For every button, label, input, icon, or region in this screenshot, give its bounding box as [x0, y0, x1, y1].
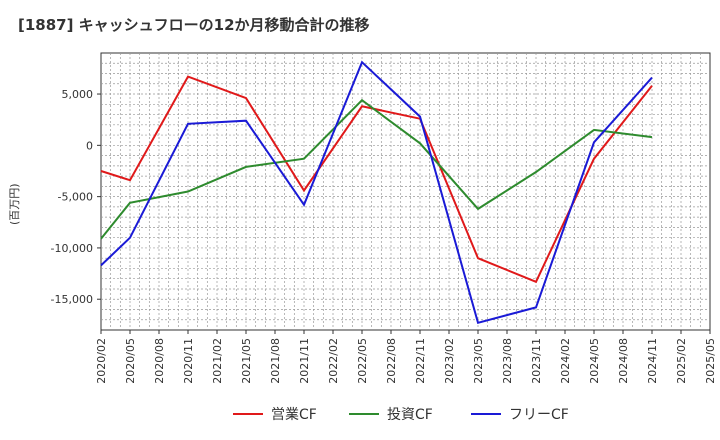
legend-label-2: 投資CF	[387, 407, 433, 423]
x-tick-label: 2023/05	[472, 338, 485, 384]
y-tick-label: -15,000	[51, 293, 93, 306]
y-tick-label: 0	[86, 139, 93, 152]
legend-label-3: フリーCF	[509, 407, 569, 423]
x-tick-label: 2025/02	[675, 338, 688, 384]
x-tick-label: 2022/11	[414, 338, 427, 384]
x-tick-label: 2022/08	[385, 338, 398, 384]
x-tick-label: 2024/08	[617, 338, 630, 384]
x-tick-label: 2021/08	[269, 338, 282, 384]
x-tick-label: 2025/05	[704, 338, 717, 384]
x-tick-label: 2024/02	[559, 338, 572, 384]
series-line-2	[100, 98, 653, 240]
x-tick-label: 2020/11	[182, 338, 195, 384]
x-tick-label: 2021/05	[240, 338, 253, 384]
x-tick-label: 2022/05	[356, 338, 369, 384]
x-tick-label: 2021/02	[211, 338, 224, 384]
chart-title: [1887] キャッシュフローの12か月移動合計の推移	[18, 16, 370, 34]
x-tick-label: 2023/08	[501, 338, 514, 384]
x-tick-label: 2021/11	[298, 338, 311, 384]
x-tick-label: 2024/11	[646, 338, 659, 384]
series-line-3	[100, 60, 653, 325]
series-line-1	[100, 75, 653, 284]
x-tick-label: 2020/08	[153, 338, 166, 384]
plot-area	[100, 52, 711, 331]
x-tick-label: 2020/02	[95, 338, 108, 384]
y-tick-label: -10,000	[51, 242, 93, 255]
x-tick-label: 2020/05	[124, 338, 137, 384]
y-tick-label: 5,000	[62, 88, 94, 101]
x-tick-label: 2023/11	[530, 338, 543, 384]
x-tick-label: 2022/02	[327, 338, 340, 384]
x-tick-label: 2023/02	[443, 338, 456, 384]
legend-label-1: 営業CF	[271, 407, 317, 423]
x-tick-label: 2024/05	[588, 338, 601, 384]
y-tick-label: -5,000	[58, 191, 93, 204]
